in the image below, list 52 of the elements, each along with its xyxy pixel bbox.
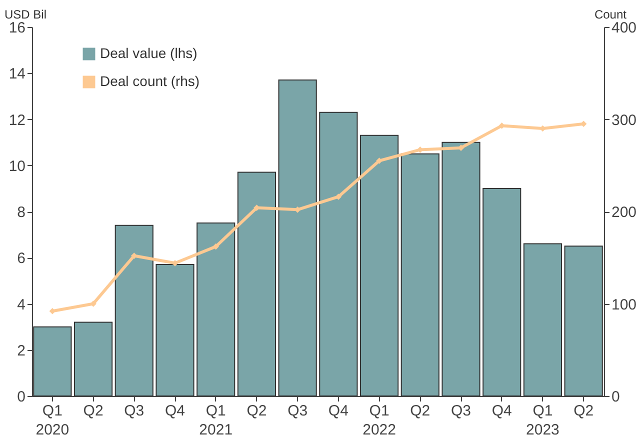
point xyxy=(335,194,342,200)
legend-label: Deal value (lhs) xyxy=(100,45,198,61)
bar xyxy=(564,246,603,396)
y-tick-label: 4 xyxy=(17,296,26,314)
bar xyxy=(319,112,358,396)
x-tick-label: Q1 2022 xyxy=(362,402,396,438)
y-tick-label: 2 xyxy=(17,342,26,360)
point xyxy=(172,260,178,266)
y2-tick-label: 0 xyxy=(612,388,620,406)
x-tick-label: Q1 2021 xyxy=(199,402,233,438)
bar xyxy=(33,326,72,396)
y2-tick-label: 200 xyxy=(612,204,637,221)
x-tick-label: Q1 2020 xyxy=(36,402,70,438)
y-tick-label: 10 xyxy=(8,158,26,175)
point xyxy=(540,125,546,132)
y-tick-label: 16 xyxy=(8,20,26,36)
x-tick-label: Q4 xyxy=(492,402,512,420)
x-tick-label: Q1 2023 xyxy=(526,402,560,438)
y2-axis-title: Count xyxy=(594,8,628,22)
x-tick-label: Q4 xyxy=(328,402,348,420)
y2-tick-label: 100 xyxy=(612,296,637,314)
bar xyxy=(442,142,480,396)
x-tick-label: Q2 xyxy=(410,402,430,420)
y-tick-label: 0 xyxy=(17,388,26,406)
x-tick-label: Q3 xyxy=(124,402,144,420)
point xyxy=(212,243,220,250)
bar xyxy=(237,172,276,396)
y-tick-label: 12 xyxy=(8,112,26,129)
legend-label: Deal count (rhs) xyxy=(100,73,200,89)
point xyxy=(130,252,138,259)
y2-tick-label: 300 xyxy=(612,112,637,129)
bar xyxy=(360,134,399,396)
y-axis-title: USD Bil xyxy=(4,8,47,22)
bar xyxy=(156,264,194,396)
x-tick-label: Q2 xyxy=(83,402,104,420)
x-tick-label: Q3 xyxy=(450,402,472,420)
bar xyxy=(400,153,440,396)
point xyxy=(376,158,382,164)
bar xyxy=(114,224,154,396)
y-tick-label: 6 xyxy=(17,250,26,268)
bar xyxy=(482,188,522,396)
x-tick-label: Q2 xyxy=(574,402,594,420)
bar xyxy=(523,243,562,396)
y-tick-label: 14 xyxy=(8,66,26,83)
x-tick-label: Q2 xyxy=(246,402,267,420)
bar xyxy=(278,80,317,396)
bar xyxy=(74,322,113,396)
y-tick-label: 8 xyxy=(17,204,26,221)
x-tick-label: Q4 xyxy=(164,402,186,420)
y2-tick-label: 400 xyxy=(612,20,637,36)
x-tick-label: Q3 xyxy=(288,402,308,420)
bar xyxy=(196,222,236,396)
